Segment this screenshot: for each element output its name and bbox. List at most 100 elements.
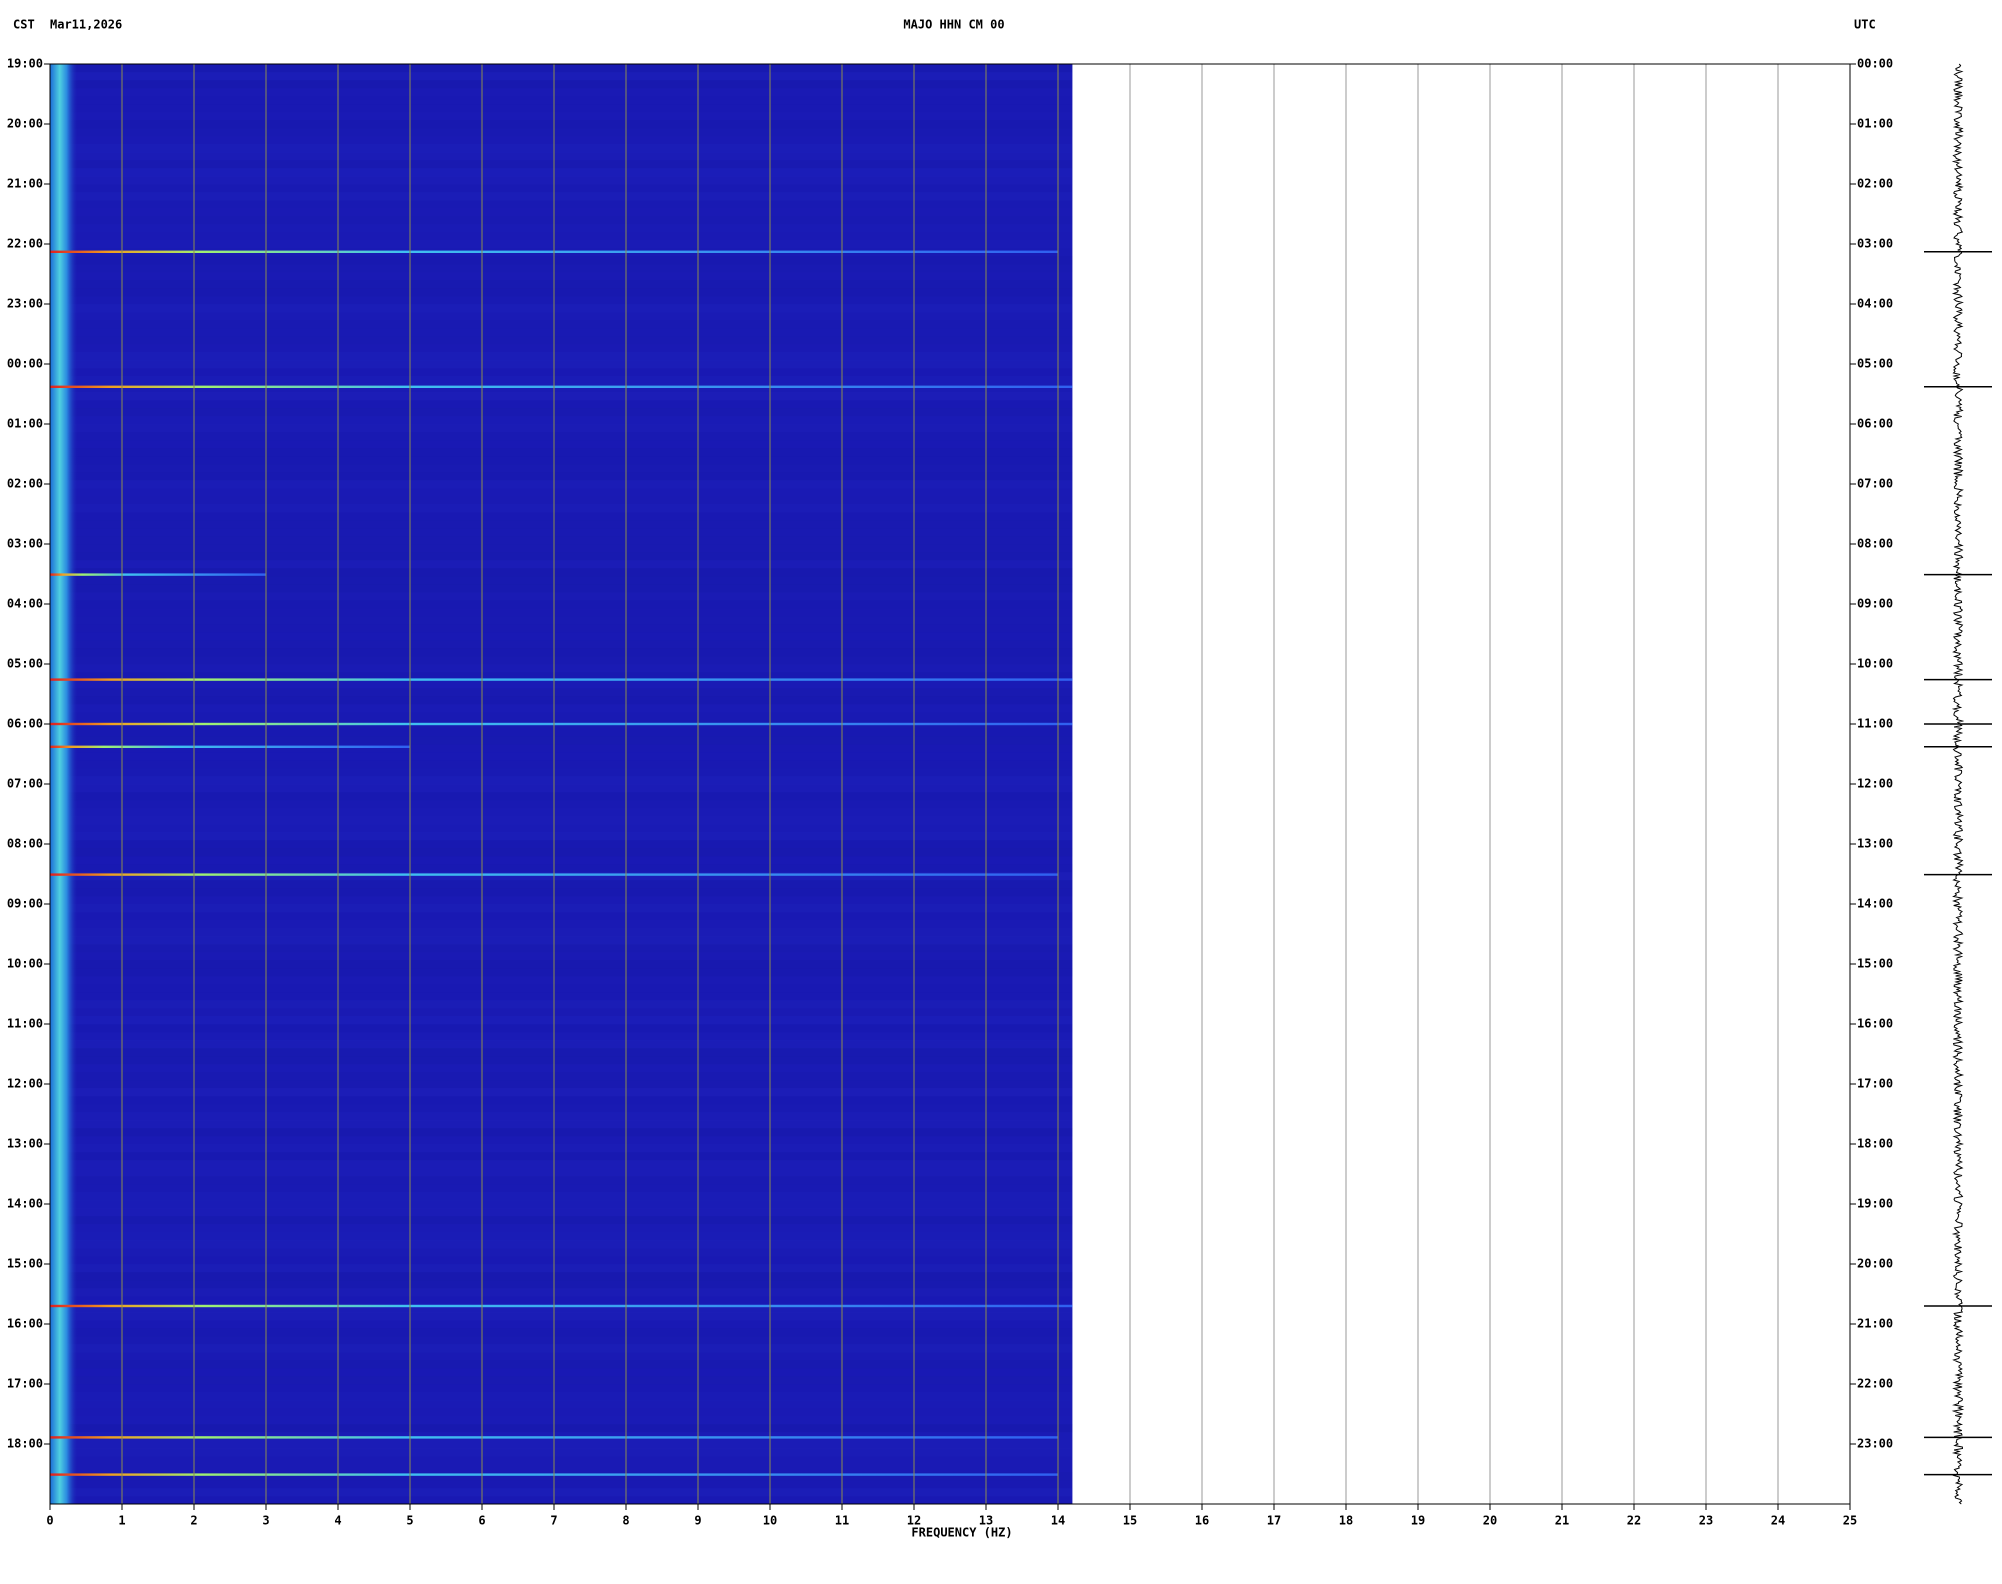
y-tick-label: 22:00 (7, 237, 43, 251)
y-tick-label: 21:00 (7, 177, 43, 191)
texture (50, 536, 1073, 545)
texture (50, 792, 1073, 801)
y2-tick-label: 05:00 (1857, 357, 1893, 371)
texture (50, 584, 1073, 593)
spectrogram (50, 64, 1073, 1504)
texture (50, 696, 1073, 705)
texture (50, 1208, 1073, 1217)
texture (50, 1440, 1073, 1449)
x-tick-label: 19 (1411, 1514, 1425, 1528)
texture (50, 576, 1073, 585)
texture (50, 816, 1073, 825)
texture (50, 592, 1072, 601)
y2-tick-label: 14:00 (1857, 897, 1893, 911)
texture (50, 1032, 1073, 1041)
texture (50, 400, 1072, 409)
texture (50, 552, 1073, 561)
texture (50, 648, 1073, 657)
y2-tick-label: 18:00 (1857, 1137, 1893, 1151)
y2-tick-label: 01:00 (1857, 117, 1893, 131)
texture (50, 1216, 1073, 1225)
texture (50, 512, 1072, 521)
texture (50, 200, 1072, 209)
y2-tick-label: 21:00 (1857, 1317, 1893, 1331)
texture (50, 1200, 1073, 1209)
y2-tick-label: 09:00 (1857, 597, 1893, 611)
texture (50, 776, 1073, 785)
texture (50, 656, 1073, 665)
texture (50, 1240, 1073, 1249)
y-tick-label: 23:00 (7, 297, 43, 311)
texture (50, 496, 1072, 505)
texture (50, 616, 1073, 625)
y-tick-label: 10:00 (7, 957, 43, 971)
texture (50, 480, 1073, 489)
y2-tick-label: 04:00 (1857, 297, 1893, 311)
y2-tick-label: 13:00 (1857, 837, 1893, 851)
x-tick-label: 16 (1195, 1514, 1209, 1528)
texture (50, 136, 1072, 145)
y2-tick-label: 06:00 (1857, 417, 1893, 431)
x-tick-label: 20 (1483, 1514, 1497, 1528)
y-tick-label: 08:00 (7, 837, 43, 851)
texture (50, 280, 1073, 289)
texture (50, 600, 1073, 609)
y2-tick-label: 07:00 (1857, 477, 1893, 491)
texture (50, 152, 1073, 161)
texture (50, 240, 1073, 249)
texture (50, 176, 1073, 185)
texture (50, 1400, 1073, 1409)
texture (50, 144, 1073, 153)
x-tick-label: 1 (118, 1514, 125, 1528)
y-tick-label: 18:00 (7, 1437, 43, 1451)
texture (50, 416, 1073, 425)
texture (50, 976, 1072, 985)
texture (50, 968, 1073, 977)
texture (50, 840, 1073, 849)
texture (50, 1488, 1073, 1497)
x-tick-label: 7 (550, 1514, 557, 1528)
y2-tick-label: 02:00 (1857, 177, 1893, 191)
texture (50, 1248, 1072, 1257)
texture (50, 1232, 1073, 1241)
x-tick-label: 24 (1771, 1514, 1785, 1528)
x-tick-label: 2 (190, 1514, 197, 1528)
texture (50, 336, 1073, 345)
texture (50, 632, 1072, 641)
texture (50, 472, 1073, 481)
texture (50, 488, 1072, 497)
y2-tick-label: 20:00 (1857, 1257, 1893, 1271)
y-tick-label: 11:00 (7, 1017, 43, 1031)
texture (50, 808, 1073, 817)
texture (50, 1104, 1072, 1113)
texture (50, 944, 1073, 953)
texture (50, 312, 1073, 321)
y-tick-label: 02:00 (7, 477, 43, 491)
texture (50, 1256, 1072, 1265)
x-tick-label: 12 (907, 1514, 921, 1528)
texture (50, 208, 1073, 217)
y2-tick-label: 08:00 (1857, 537, 1893, 551)
texture (50, 1352, 1072, 1361)
texture (50, 272, 1072, 281)
texture (50, 1312, 1073, 1321)
texture (50, 768, 1072, 777)
y-tick-label: 05:00 (7, 657, 43, 671)
texture (50, 104, 1072, 113)
texture (50, 712, 1072, 721)
texture (50, 256, 1073, 265)
x-tick-label: 23 (1699, 1514, 1713, 1528)
x-tick-label: 8 (622, 1514, 629, 1528)
texture (50, 1072, 1073, 1081)
texture (50, 752, 1072, 761)
y2-tick-label: 17:00 (1857, 1077, 1893, 1091)
texture (50, 736, 1073, 745)
x-tick-label: 10 (763, 1514, 777, 1528)
y-tick-label: 12:00 (7, 1077, 43, 1091)
texture (50, 1280, 1073, 1289)
texture (50, 1472, 1073, 1481)
texture (50, 1448, 1073, 1457)
event-line (50, 745, 410, 748)
y-tick-label: 17:00 (7, 1377, 43, 1391)
texture (50, 1088, 1073, 1097)
